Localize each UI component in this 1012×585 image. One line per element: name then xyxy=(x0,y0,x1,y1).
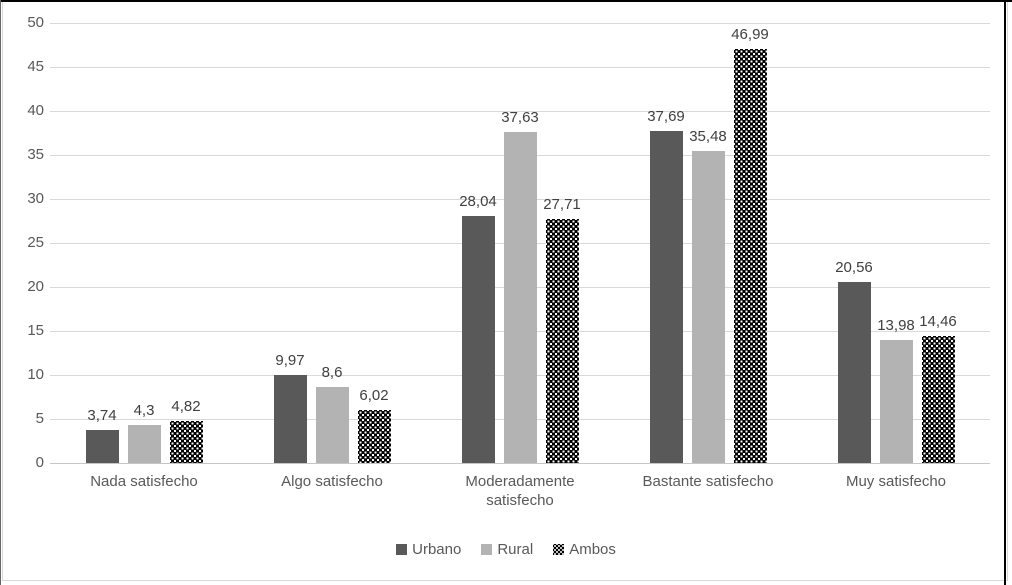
bar-rural xyxy=(315,387,349,463)
legend-item-urbano: Urbano xyxy=(396,541,461,558)
value-label: 4,82 xyxy=(171,397,201,415)
gridline xyxy=(50,23,990,24)
legend-swatch-icon xyxy=(553,544,565,555)
value-label: 3,74 xyxy=(87,407,117,425)
legend-swatch-icon xyxy=(396,544,408,555)
value-label: 20,56 xyxy=(835,259,873,277)
y-tick-label: 50 xyxy=(27,14,44,31)
y-tick-label: 40 xyxy=(27,102,44,119)
legend-label: Urbano xyxy=(412,541,462,558)
legend-swatch-icon xyxy=(481,544,493,555)
y-tick-label: 45 xyxy=(27,58,44,75)
value-label: 14,46 xyxy=(919,312,957,330)
value-label: 6,02 xyxy=(359,387,389,405)
legend-item-ambos: Ambos xyxy=(553,541,616,558)
bar-rural xyxy=(879,339,913,463)
value-label: 46,99 xyxy=(731,26,769,44)
y-tick-label: 20 xyxy=(27,278,44,295)
category-label: Moderadamente satisfecho xyxy=(465,473,575,509)
bar-urbano xyxy=(649,131,683,463)
gridline xyxy=(50,67,990,68)
value-label: 9,97 xyxy=(275,352,305,370)
bar-urbano xyxy=(273,375,307,463)
bar-urbano xyxy=(837,282,871,463)
y-tick-label: 10 xyxy=(27,366,44,383)
y-tick-label: 15 xyxy=(27,322,44,339)
bar-ambos xyxy=(921,335,955,463)
bar-ambos xyxy=(169,420,203,463)
category-label: Bastante satisfecho xyxy=(642,473,774,490)
bar-ambos xyxy=(357,410,391,463)
bar-ambos xyxy=(733,49,767,463)
y-tick-label: 35 xyxy=(27,146,44,163)
chart-border-left xyxy=(0,0,1,585)
value-label: 28,04 xyxy=(459,193,497,211)
value-label: 37,63 xyxy=(501,108,539,126)
bar-urbano xyxy=(461,216,495,463)
legend-item-rural: Rural xyxy=(481,541,533,558)
value-label: 35,48 xyxy=(689,127,727,145)
y-tick-label: 0 xyxy=(35,454,44,471)
value-label: 4,3 xyxy=(133,402,155,420)
y-tick-label: 30 xyxy=(27,190,44,207)
y-tick-label: 25 xyxy=(27,234,44,251)
category-label: Muy satisfecho xyxy=(845,473,947,490)
chart-border-top xyxy=(0,0,1012,2)
bar-urbano xyxy=(85,430,119,463)
category-label: Nada satisfecho xyxy=(90,473,198,490)
bar-rural xyxy=(691,150,725,463)
value-label: 13,98 xyxy=(877,316,915,334)
gridline xyxy=(50,111,990,112)
legend: Urbano Rural Ambos xyxy=(0,541,1012,558)
value-label: 8,6 xyxy=(321,364,343,382)
y-tick-label: 5 xyxy=(35,410,44,427)
bar-rural xyxy=(503,131,537,463)
value-label: 37,69 xyxy=(647,108,685,126)
bar-rural xyxy=(127,425,161,463)
category-label: Algo satisfecho xyxy=(281,473,383,490)
chart-border-right xyxy=(1004,0,1006,585)
gridline xyxy=(50,463,990,464)
legend-label: Rural xyxy=(497,541,534,558)
bar-ambos xyxy=(545,219,579,463)
legend-label: Ambos xyxy=(569,541,616,558)
value-label: 27,71 xyxy=(543,196,581,214)
